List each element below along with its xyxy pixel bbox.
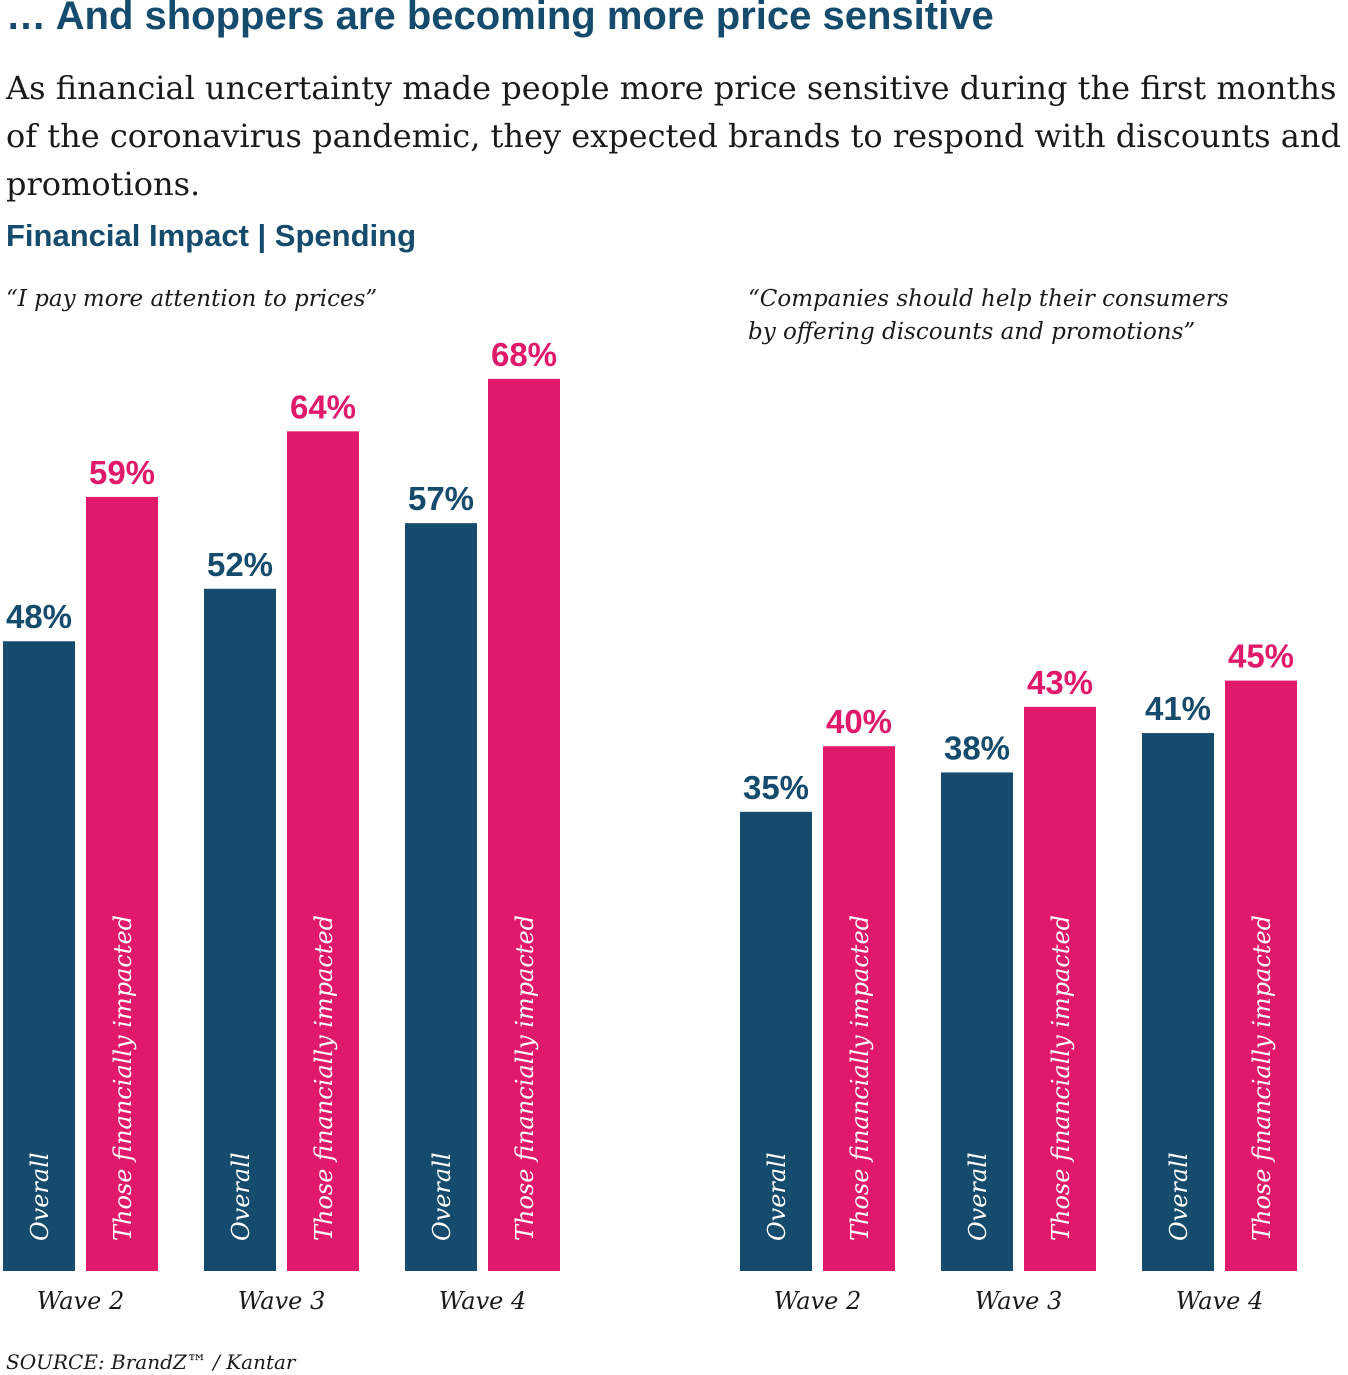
chart-1-series-label: Those financially impacted	[310, 915, 338, 1241]
chart-2-bar-overall-1	[740, 811, 812, 1271]
chart-2-category-label: Wave 4	[1176, 1287, 1264, 1315]
chart-1-category-label: Wave 2	[37, 1287, 125, 1315]
chart-2-value-label: 38%	[944, 729, 1010, 766]
chart-2-value-label: 40%	[826, 703, 892, 740]
chart-1-bar-overall-2	[204, 588, 276, 1271]
chart-2-value-label: 45%	[1228, 638, 1294, 675]
chart-2-bar-overall-2	[941, 772, 1013, 1271]
chart-2-value-label: 43%	[1027, 664, 1093, 701]
chart-1-bar-impacted-2	[287, 431, 359, 1271]
chart-2-bar-impacted-2	[1024, 706, 1096, 1271]
chart-1-series-label: Overall	[26, 1152, 54, 1241]
page-title: … And shoppers are becoming more price s…	[6, 0, 994, 38]
chart-1-series-label: Those financially impacted	[109, 915, 137, 1241]
chart-2-bar-impacted-1	[823, 746, 895, 1271]
source-note: SOURCE: BrandZ™ / Kantar	[6, 1350, 296, 1374]
chart-1-bar-impacted-1	[86, 496, 158, 1271]
chart-2-category-label: Wave 3	[975, 1287, 1063, 1315]
chart-1-category-label: Wave 4	[439, 1287, 527, 1315]
chart-2-value-label: 35%	[743, 769, 809, 806]
chart-1-series-label: Those financially impacted	[511, 915, 539, 1241]
chart-1-category-label: Wave 3	[238, 1287, 326, 1315]
chart-2-bar-impacted-3	[1225, 680, 1297, 1271]
chart-1-title: “I pay more attention to prices”	[6, 286, 378, 312]
chart-2-series-label: Those financially impacted	[1248, 915, 1276, 1241]
chart-1-value-label: 64%	[290, 388, 356, 425]
chart-1-value-label: 48%	[6, 598, 72, 635]
chart-2-series-label: Those financially impacted	[1047, 915, 1075, 1241]
page-subtitle: As financial uncertainty made people mor…	[6, 69, 1341, 203]
chart-1-value-label: 59%	[89, 454, 155, 491]
chart-1-bar-overall-1	[3, 641, 75, 1271]
chart-2-title-line-1: “Companies should help their consumers	[748, 286, 1229, 312]
chart-2-title-line-2: by offering discounts and promotions”	[748, 319, 1196, 345]
chart-2-category-label: Wave 2	[774, 1287, 862, 1315]
chart-2-series-label: Overall	[1165, 1152, 1193, 1241]
section-heading: Financial Impact | Spending	[6, 218, 417, 253]
chart-1-value-label: 68%	[491, 336, 557, 373]
chart-2-value-label: 41%	[1145, 690, 1211, 727]
chart-1-series-label: Overall	[227, 1152, 255, 1241]
chart-1-value-label: 57%	[408, 480, 474, 517]
chart-2-series-label: Those financially impacted	[846, 915, 874, 1241]
chart-2-series-label: Overall	[964, 1152, 992, 1241]
chart-2-series-label: Overall	[763, 1152, 791, 1241]
chart-1-value-label: 52%	[207, 546, 273, 583]
chart-2-bar-overall-3	[1142, 733, 1214, 1271]
chart-1-bar-overall-3	[405, 523, 477, 1271]
chart-1-series-label: Overall	[428, 1152, 456, 1241]
chart-1-bar-impacted-3	[488, 378, 560, 1272]
chart-2-title: “Companies should help their consumers b…	[748, 283, 1229, 349]
